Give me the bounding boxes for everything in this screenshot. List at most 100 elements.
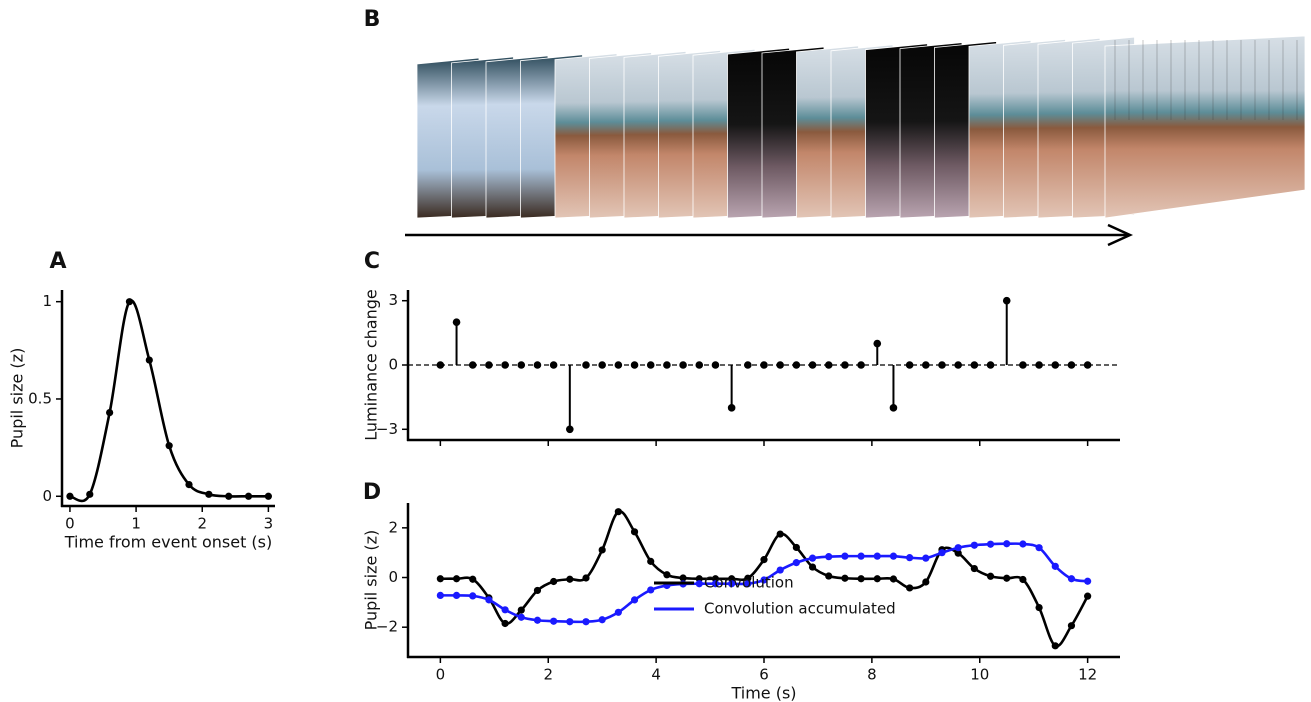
y-tick-label: 0.5 bbox=[28, 389, 52, 407]
x-axis-label: Time (s) bbox=[730, 684, 796, 702]
marker bbox=[1067, 575, 1076, 583]
marker bbox=[776, 530, 784, 538]
marker bbox=[808, 563, 817, 571]
marker bbox=[614, 608, 622, 616]
marker bbox=[485, 361, 493, 369]
marker bbox=[469, 592, 477, 600]
marker bbox=[1019, 361, 1027, 369]
marker bbox=[695, 580, 703, 588]
marker bbox=[1003, 574, 1011, 582]
marker bbox=[1035, 603, 1043, 612]
marker bbox=[185, 480, 193, 489]
marker bbox=[825, 572, 833, 580]
marker bbox=[106, 408, 114, 417]
marker bbox=[1051, 361, 1060, 369]
marker bbox=[695, 575, 703, 583]
marker bbox=[954, 361, 962, 369]
marker bbox=[1067, 361, 1076, 369]
marker bbox=[922, 554, 930, 562]
marker bbox=[986, 361, 995, 369]
y-tick-label: 0 bbox=[388, 356, 398, 374]
marker bbox=[1051, 642, 1059, 650]
marker bbox=[1003, 540, 1011, 548]
marker bbox=[205, 490, 213, 498]
x-tick-label: 10 bbox=[970, 666, 989, 684]
marker bbox=[533, 616, 542, 624]
marker bbox=[792, 559, 800, 567]
marker bbox=[711, 575, 720, 583]
marker bbox=[873, 339, 882, 348]
marker bbox=[1002, 296, 1011, 305]
marker bbox=[582, 618, 590, 626]
marker bbox=[986, 572, 995, 580]
marker bbox=[1083, 361, 1092, 369]
marker bbox=[566, 575, 574, 583]
marker bbox=[744, 574, 752, 582]
y-axis-label: Pupil size (z) bbox=[8, 348, 27, 449]
marker bbox=[857, 552, 865, 560]
marker bbox=[824, 361, 833, 369]
marker bbox=[436, 591, 444, 600]
marker bbox=[776, 361, 784, 369]
marker bbox=[1035, 544, 1043, 552]
marker bbox=[727, 404, 736, 412]
marker bbox=[808, 554, 817, 562]
marker bbox=[225, 492, 233, 500]
marker bbox=[517, 361, 526, 369]
marker bbox=[517, 613, 525, 621]
marker bbox=[906, 554, 914, 562]
marker bbox=[954, 544, 962, 552]
marker bbox=[825, 553, 833, 561]
y-tick-label: 3 bbox=[388, 291, 398, 309]
marker bbox=[550, 617, 558, 625]
marker bbox=[533, 586, 542, 595]
marker bbox=[582, 574, 590, 582]
marker bbox=[1019, 540, 1027, 548]
marker bbox=[469, 575, 477, 583]
legend-label: Convolution accumulated bbox=[704, 600, 896, 618]
marker bbox=[986, 540, 995, 548]
marker bbox=[533, 361, 542, 369]
video-frame bbox=[1104, 35, 1306, 219]
marker bbox=[501, 606, 509, 614]
x-tick-label: 12 bbox=[1078, 666, 1097, 684]
marker bbox=[841, 552, 849, 560]
marker bbox=[501, 619, 509, 628]
marker bbox=[776, 566, 784, 574]
marker bbox=[679, 361, 687, 369]
y-tick-label: −3 bbox=[376, 420, 398, 438]
video-frames bbox=[416, 35, 1306, 219]
marker bbox=[938, 549, 946, 557]
marker bbox=[66, 492, 74, 500]
marker bbox=[485, 596, 493, 604]
marker bbox=[744, 580, 752, 588]
marker bbox=[663, 571, 671, 579]
marker bbox=[728, 575, 736, 583]
marker bbox=[792, 543, 800, 552]
marker bbox=[647, 586, 655, 594]
y-tick-label: 0 bbox=[388, 568, 398, 586]
marker bbox=[165, 442, 173, 450]
marker bbox=[857, 575, 865, 583]
x-tick-label: 1 bbox=[131, 515, 141, 533]
y-axis-label: Luminance change bbox=[362, 289, 381, 441]
y-tick-label: 1 bbox=[42, 292, 52, 310]
y-axis-label: Pupil size (z) bbox=[362, 530, 381, 631]
marker bbox=[582, 361, 590, 369]
marker bbox=[728, 580, 736, 588]
time-arrow-head bbox=[1107, 223, 1134, 247]
marker bbox=[970, 564, 978, 573]
marker bbox=[744, 361, 752, 369]
marker bbox=[566, 618, 574, 626]
marker bbox=[938, 361, 946, 369]
marker bbox=[1051, 562, 1059, 570]
panel-label: C bbox=[364, 249, 380, 274]
marker bbox=[614, 508, 622, 516]
marker bbox=[873, 552, 881, 560]
marker bbox=[452, 591, 461, 600]
marker bbox=[922, 361, 930, 369]
marker bbox=[905, 361, 914, 369]
panel-label: D bbox=[363, 480, 381, 505]
marker bbox=[145, 356, 153, 364]
